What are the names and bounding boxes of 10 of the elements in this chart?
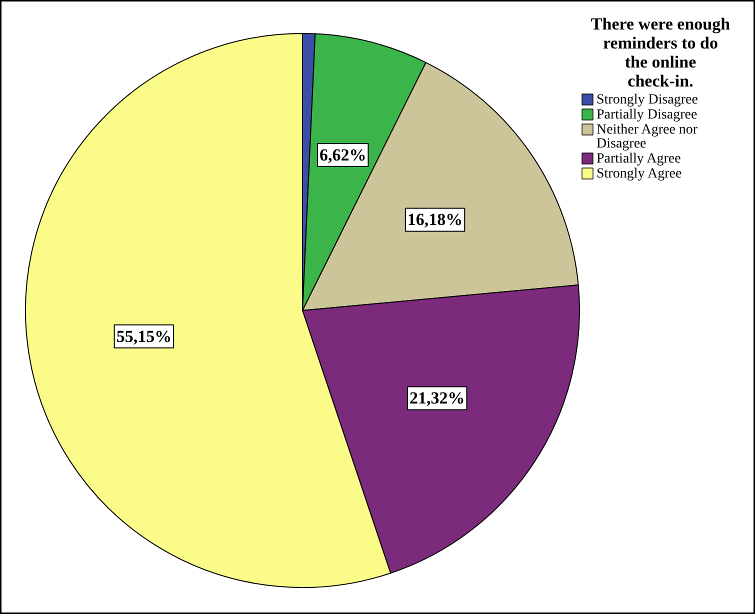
data-label: 55,15% <box>116 326 172 346</box>
legend-label: Strongly Agree <box>596 166 682 182</box>
legend-title: There were enough reminders to do the online check-in. <box>590 14 731 90</box>
data-label: 16,18% <box>407 210 463 230</box>
legend-label: Neither Agree nor Disagree <box>596 122 698 152</box>
legend-label: Partially Disagree <box>596 108 698 122</box>
legend-label: Partially Agree <box>596 152 681 166</box>
data-label: 6,62% <box>319 145 366 164</box>
legend-label: Strongly Disagree <box>596 92 698 108</box>
data-label: 21,32% <box>409 388 465 408</box>
